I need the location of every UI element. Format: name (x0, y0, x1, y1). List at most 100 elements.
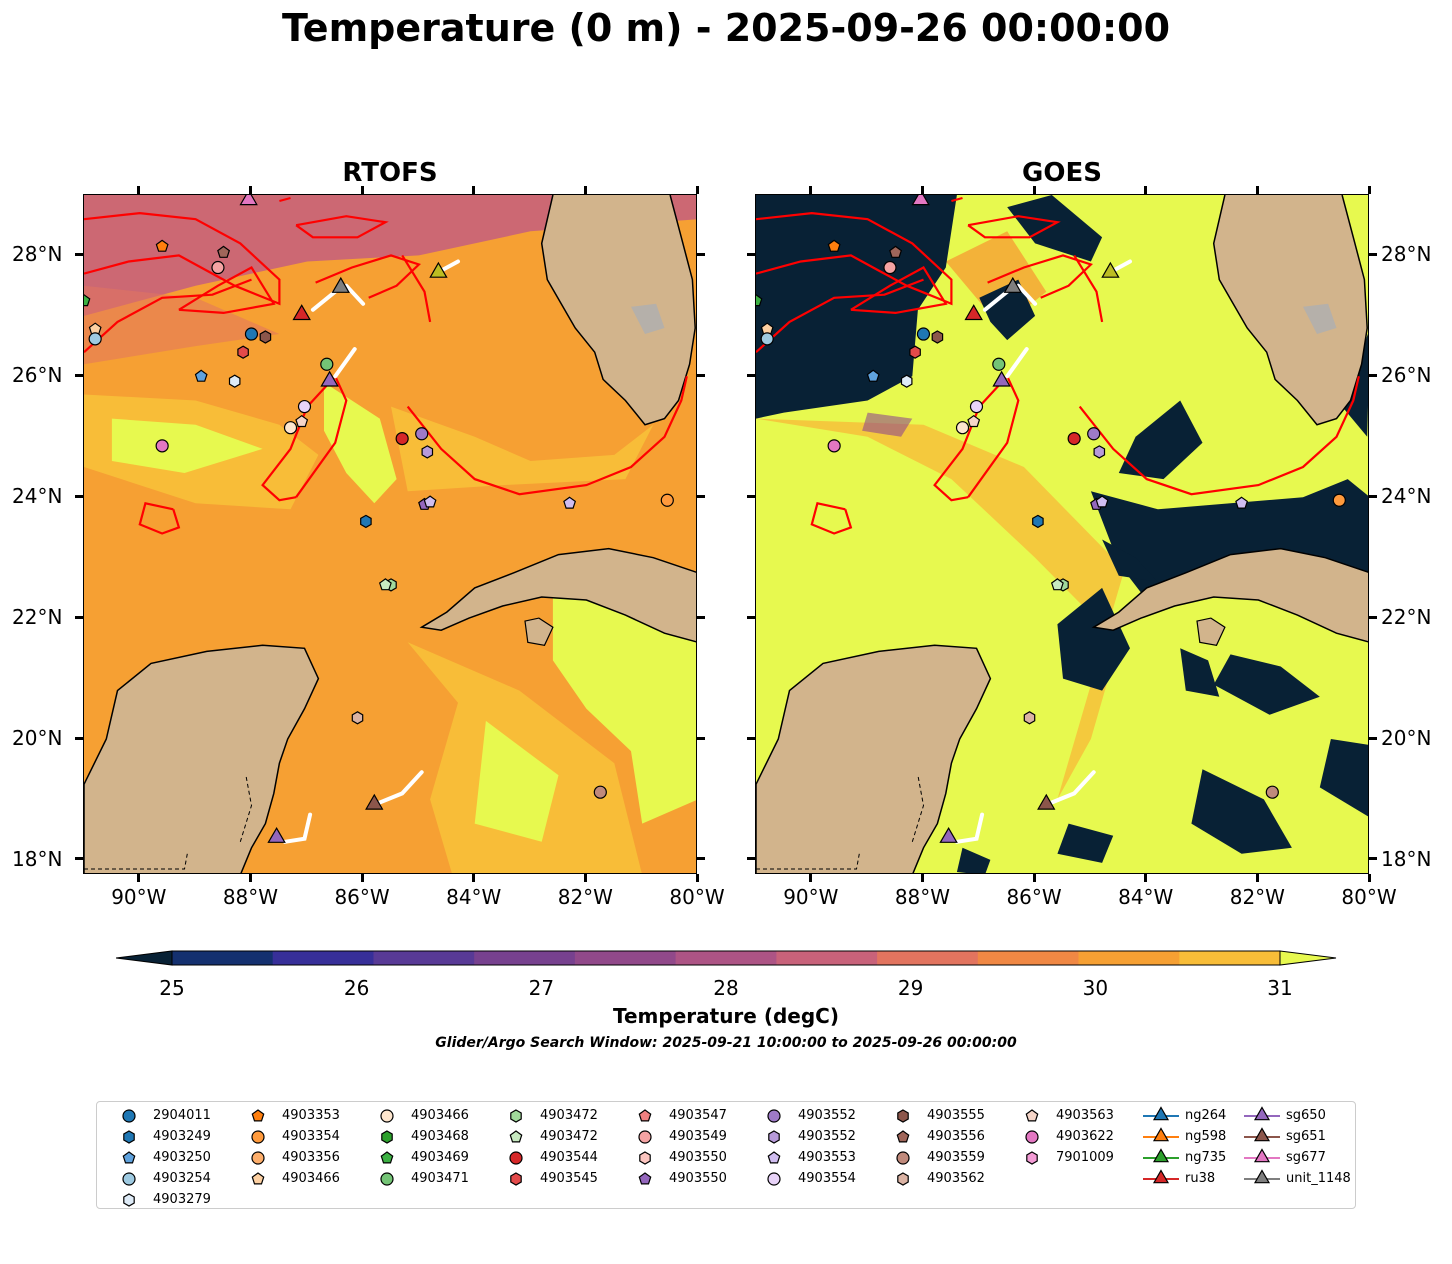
colorbar-tick-label: 27 (528, 976, 555, 1000)
legend-marker (122, 1151, 136, 1164)
argo-float-marker (1087, 427, 1101, 441)
glider-marker (992, 370, 1011, 387)
colorbar (116, 950, 1337, 966)
axis-tick (697, 494, 705, 498)
axis-tick (697, 736, 705, 740)
legend-marker (897, 1109, 909, 1123)
legend-marker (1025, 1109, 1039, 1122)
legend-marker (1244, 1169, 1280, 1184)
legend-label: 4903353 (282, 1108, 340, 1123)
argo-float-marker (194, 369, 208, 382)
glider-marker (964, 304, 983, 321)
argo-float-marker (1032, 514, 1044, 529)
axis-tick (920, 874, 924, 882)
argo-float-marker (84, 294, 91, 307)
axis-tick (695, 874, 699, 882)
axis-tick (1255, 874, 1259, 882)
lon-tick-label: 86°W (334, 885, 390, 909)
colorbar-tick-label: 28 (713, 976, 739, 1000)
legend-marker (897, 1172, 909, 1186)
lon-tick-label: 88°W (222, 885, 279, 909)
argo-float-marker (211, 260, 225, 275)
legend-marker (510, 1109, 522, 1123)
axis-tick (697, 252, 705, 256)
legend-label: 4903472 (540, 1108, 598, 1123)
axis-tick (75, 494, 83, 498)
legend-label: 4903356 (282, 1150, 340, 1165)
legend-marker (1244, 1148, 1280, 1163)
glider-track (1111, 259, 1132, 273)
axis-tick (747, 615, 755, 619)
argo-float-marker (1067, 431, 1081, 446)
isotherm-contour (756, 211, 953, 306)
legend-label: 4903550 (669, 1150, 727, 1165)
axis-tick (697, 373, 705, 377)
legend-marker (1026, 1151, 1038, 1165)
axis-tick (809, 874, 813, 882)
isotherm-contour (1078, 376, 1360, 496)
axis-tick (248, 874, 252, 882)
axis-tick (75, 373, 83, 377)
isotherm-contour (850, 266, 948, 315)
legend-marker (122, 1172, 136, 1186)
legend-marker (510, 1172, 522, 1186)
map-panel-goes[interactable] (755, 194, 1369, 874)
lon-tick-label: 88°W (894, 885, 951, 909)
legend-marker (1244, 1106, 1280, 1121)
legend-label: 4903555 (927, 1108, 985, 1123)
axis-tick (137, 186, 141, 194)
legend-marker (509, 1151, 523, 1165)
isotherm-contour (84, 278, 252, 354)
argo-float-marker (660, 493, 674, 507)
axis-tick (583, 186, 587, 194)
legend-label: 4903469 (411, 1150, 469, 1165)
axis-tick (75, 252, 83, 256)
lon-tick-label: 80°W (669, 885, 725, 909)
glider-marker (939, 827, 958, 843)
legend-label: 4903563 (1056, 1108, 1114, 1123)
axis-tick (747, 252, 755, 256)
glider-marker (1003, 276, 1022, 293)
argo-float-marker (237, 345, 249, 359)
axis-tick (1369, 736, 1377, 740)
isotherm-contour (178, 266, 276, 315)
axis-tick (472, 874, 476, 882)
glider-track (310, 289, 338, 312)
legend-label: 7901009 (1056, 1150, 1114, 1165)
legend-label: 4903466 (282, 1171, 340, 1186)
axis-tick (747, 736, 755, 740)
argo-float-marker (1332, 493, 1346, 507)
argo-float-marker (259, 330, 272, 344)
panel-title-rtofs: RTOFS (342, 158, 438, 188)
axis-tick (1144, 186, 1148, 194)
colorbar-tick-label: 26 (343, 976, 370, 1000)
figure-title: Temperature (0 m) - 2025-09-26 00:00:00 (281, 6, 1171, 50)
legend-marker (896, 1130, 910, 1143)
argo-float-marker (244, 327, 259, 341)
legend-marker (251, 1130, 265, 1144)
isotherm-contour (84, 211, 281, 306)
colorbar-tick-label: 25 (159, 976, 185, 1000)
lon-tick-label: 82°W (1229, 885, 1285, 909)
legend-label: 4903553 (798, 1150, 856, 1165)
lat-tick-label: 26°N (12, 363, 63, 388)
argo-float-marker (909, 345, 921, 359)
axis-tick (920, 186, 924, 194)
lat-tick-label: 18°N (1381, 846, 1432, 871)
argo-float-marker (1265, 785, 1279, 799)
glider-track (954, 812, 985, 844)
axis-tick (747, 373, 755, 377)
argo-float-marker (900, 374, 913, 388)
legend-label: 4903622 (1056, 1129, 1114, 1144)
legend-label: 4903554 (798, 1171, 856, 1186)
argo-float-marker (889, 245, 903, 258)
isotherm-contour (951, 196, 963, 203)
lon-tick-label: 84°W (1118, 885, 1174, 909)
axis-tick (695, 186, 699, 194)
axis-tick (248, 186, 252, 194)
argo-float-marker (228, 374, 241, 388)
argo-float-marker (916, 327, 931, 341)
argo-float-marker (283, 421, 298, 435)
map-panel-rtofs[interactable] (83, 194, 697, 874)
legend-label: ng735 (1185, 1150, 1227, 1165)
